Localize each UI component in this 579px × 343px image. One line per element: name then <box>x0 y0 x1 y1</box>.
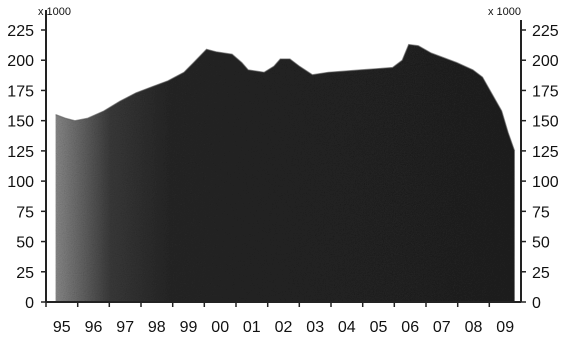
x-tick-label: 01 <box>243 319 261 336</box>
left-y-tick-label: 50 <box>16 235 34 252</box>
right-y-tick-label: 175 <box>532 83 559 100</box>
left-y-tick-label: 25 <box>16 265 34 282</box>
x-tick-label: 02 <box>275 319 293 336</box>
left-multiplier: x 1000 <box>38 6 71 18</box>
x-tick-labels: 95 96 97 98 99 00 01 02 03 04 05 06 07 08 09 <box>45 302 514 336</box>
right-multiplier: x 1000 <box>488 6 521 18</box>
area-series-edge <box>55 43 516 152</box>
x-tick-label: 95 <box>53 319 71 336</box>
x-tick-label: 97 <box>116 319 134 336</box>
left-y-tick-label: 125 <box>7 144 34 161</box>
right-y-tick-labels: 0 25 50 75 100 125 150 175 200 225 <box>521 23 559 312</box>
right-y-tick-label: 200 <box>532 53 559 70</box>
x-tick-label: 07 <box>433 319 451 336</box>
x-tick-label: 09 <box>496 319 514 336</box>
x-tick-label: 08 <box>465 319 483 336</box>
left-y-tick-labels: 0 25 50 75 100 125 150 175 200 225 <box>7 23 46 312</box>
x-tick-label: 96 <box>85 319 103 336</box>
area-series <box>55 44 515 302</box>
left-y-tick-label: 225 <box>7 23 34 40</box>
right-y-tick-label: 25 <box>532 265 550 282</box>
right-y-tick-label: 100 <box>532 174 559 191</box>
right-y-tick-label: 125 <box>532 144 559 161</box>
right-y-tick-label: 150 <box>532 114 559 131</box>
x-tick-label: 00 <box>211 319 229 336</box>
left-y-tick-label: 200 <box>7 53 34 70</box>
x-tick-label: 04 <box>338 319 356 336</box>
right-y-tick-label: 75 <box>532 204 550 221</box>
right-y-tick-label: 50 <box>532 235 550 252</box>
right-y-tick-label: 0 <box>532 295 541 312</box>
x-tick-label: 99 <box>180 319 198 336</box>
x-tick-label: 98 <box>148 319 166 336</box>
left-y-tick-label: 100 <box>7 174 34 191</box>
plot-area <box>55 43 516 302</box>
left-y-tick-label: 175 <box>7 83 34 100</box>
left-y-tick-label: 0 <box>25 295 34 312</box>
x-tick-label: 05 <box>370 319 388 336</box>
x-tick-label: 03 <box>306 319 324 336</box>
right-y-tick-label: 225 <box>532 23 559 40</box>
left-y-tick-label: 75 <box>16 204 34 221</box>
x-tick-label: 06 <box>401 319 419 336</box>
left-y-tick-label: 150 <box>7 114 34 131</box>
